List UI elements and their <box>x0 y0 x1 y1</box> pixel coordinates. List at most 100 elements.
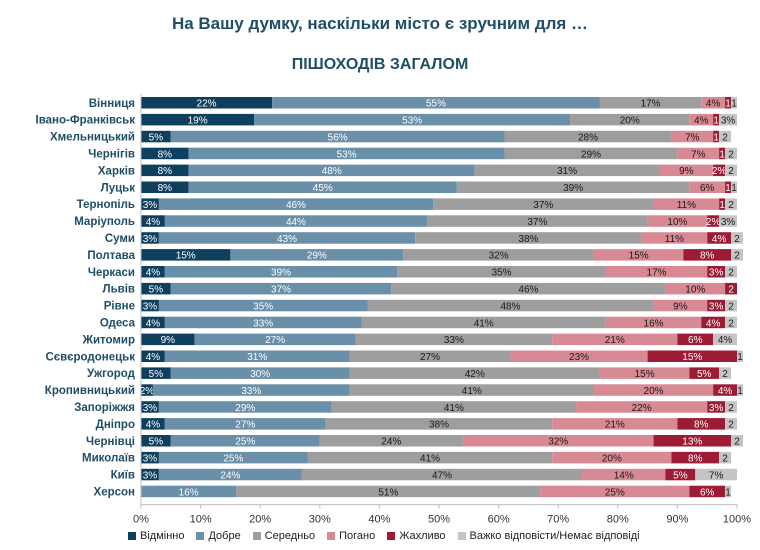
bar-segment <box>552 333 678 346</box>
bar-segment <box>719 113 737 126</box>
legend-swatch <box>387 532 396 540</box>
data-label: 2 <box>722 132 728 143</box>
data-label: 16% <box>644 318 664 329</box>
data-label: 5% <box>149 132 164 143</box>
category-label: Рівне <box>104 301 135 313</box>
bar-segment <box>719 147 726 160</box>
bar-segment <box>152 384 350 396</box>
bar-segment <box>170 282 392 295</box>
bar-segment <box>725 282 737 295</box>
bar-segment <box>665 282 726 295</box>
bar-segment <box>164 418 326 430</box>
data-label: 27% <box>235 420 255 431</box>
bar-segment <box>647 350 737 362</box>
bar-segment <box>141 164 189 177</box>
data-label: 2 <box>728 301 734 312</box>
bar-segment <box>719 198 726 210</box>
data-label: 43% <box>277 234 297 245</box>
category-label: Одеса <box>100 317 136 329</box>
legend-swatch <box>128 532 136 540</box>
data-label: 33% <box>241 386 261 397</box>
bar-segment <box>504 147 678 160</box>
x-tick-label: 20% <box>249 514 271 526</box>
data-label: 2 <box>728 149 734 160</box>
bar-segment <box>593 249 684 261</box>
category-label: Хмельницький <box>50 132 135 144</box>
legend-item: Середньо <box>252 530 315 542</box>
x-tick-label: 30% <box>309 514 331 526</box>
bar-segment <box>719 451 732 464</box>
category-label: Вінниця <box>89 98 135 110</box>
data-label: 13% <box>682 437 702 448</box>
data-label: 8% <box>694 420 709 431</box>
bar-segment <box>653 198 720 210</box>
data-label: 4% <box>718 386 733 397</box>
data-label: 39% <box>271 268 291 279</box>
data-label: 46% <box>518 284 538 295</box>
data-label: 16% <box>179 487 199 498</box>
bar-segment <box>719 367 732 379</box>
bar-segment <box>141 401 159 413</box>
bar-segment <box>707 299 726 312</box>
data-label: 33% <box>444 335 464 346</box>
data-label: 46% <box>286 200 306 211</box>
bar-segment <box>141 384 153 396</box>
data-label: 4% <box>712 234 727 245</box>
data-label: 1 <box>719 149 725 160</box>
data-label: 53% <box>337 149 357 160</box>
bar-segment <box>659 164 714 177</box>
bar-segment <box>141 130 171 143</box>
data-label: 35% <box>492 268 512 279</box>
data-label: 4% <box>146 268 161 279</box>
data-label: 7% <box>709 470 724 481</box>
bar-segment <box>141 418 165 430</box>
bar-segment <box>141 232 159 244</box>
bar-segment <box>593 384 714 396</box>
data-label: 15% <box>635 369 655 380</box>
chart-title: На Вашу думку, наскільки місто є зручним… <box>171 14 589 33</box>
data-label: 1 <box>737 352 743 363</box>
data-label: 28% <box>578 132 598 143</box>
data-label: 31% <box>247 352 267 363</box>
bar-segment <box>671 130 714 143</box>
bar-segment <box>170 367 350 379</box>
data-label: 32% <box>548 437 568 448</box>
bar-segment <box>725 401 737 413</box>
bar-segment <box>254 113 571 126</box>
bar-segment <box>391 282 666 295</box>
bar-segment <box>141 299 159 312</box>
bar-segment <box>462 435 654 447</box>
x-tick-label: 70% <box>547 514 569 526</box>
bar-segment <box>141 468 159 481</box>
data-label: 8% <box>158 149 173 160</box>
bar-segment <box>725 418 737 430</box>
data-label: 1 <box>737 386 743 397</box>
data-label: 27% <box>420 352 440 363</box>
data-label: 31% <box>557 166 577 177</box>
data-label: 5% <box>149 284 164 295</box>
legend-swatch <box>196 532 205 540</box>
bar-segment <box>689 181 726 193</box>
bar-segment <box>158 468 302 481</box>
bar-segment <box>427 215 648 227</box>
bar-segment <box>731 435 743 447</box>
bar-segment <box>725 164 737 177</box>
bar-segment <box>474 164 660 177</box>
bar-segment <box>665 468 696 481</box>
category-label: Київ <box>111 470 135 482</box>
bar-segment <box>361 316 606 329</box>
bar-segment <box>707 401 726 413</box>
bar-segment <box>731 97 737 109</box>
data-label: 41% <box>420 453 440 464</box>
bar-segment <box>725 485 732 498</box>
bar-segment <box>737 384 743 396</box>
bar-segment <box>158 232 416 244</box>
legend-swatch <box>457 532 466 540</box>
bar-segment <box>319 435 463 447</box>
bar-segment <box>671 451 720 464</box>
data-label: 22% <box>632 403 652 414</box>
bar-segment <box>141 485 237 498</box>
bar-segment <box>552 418 678 430</box>
x-tick-label: 90% <box>666 514 688 526</box>
data-label: 3% <box>143 470 158 481</box>
